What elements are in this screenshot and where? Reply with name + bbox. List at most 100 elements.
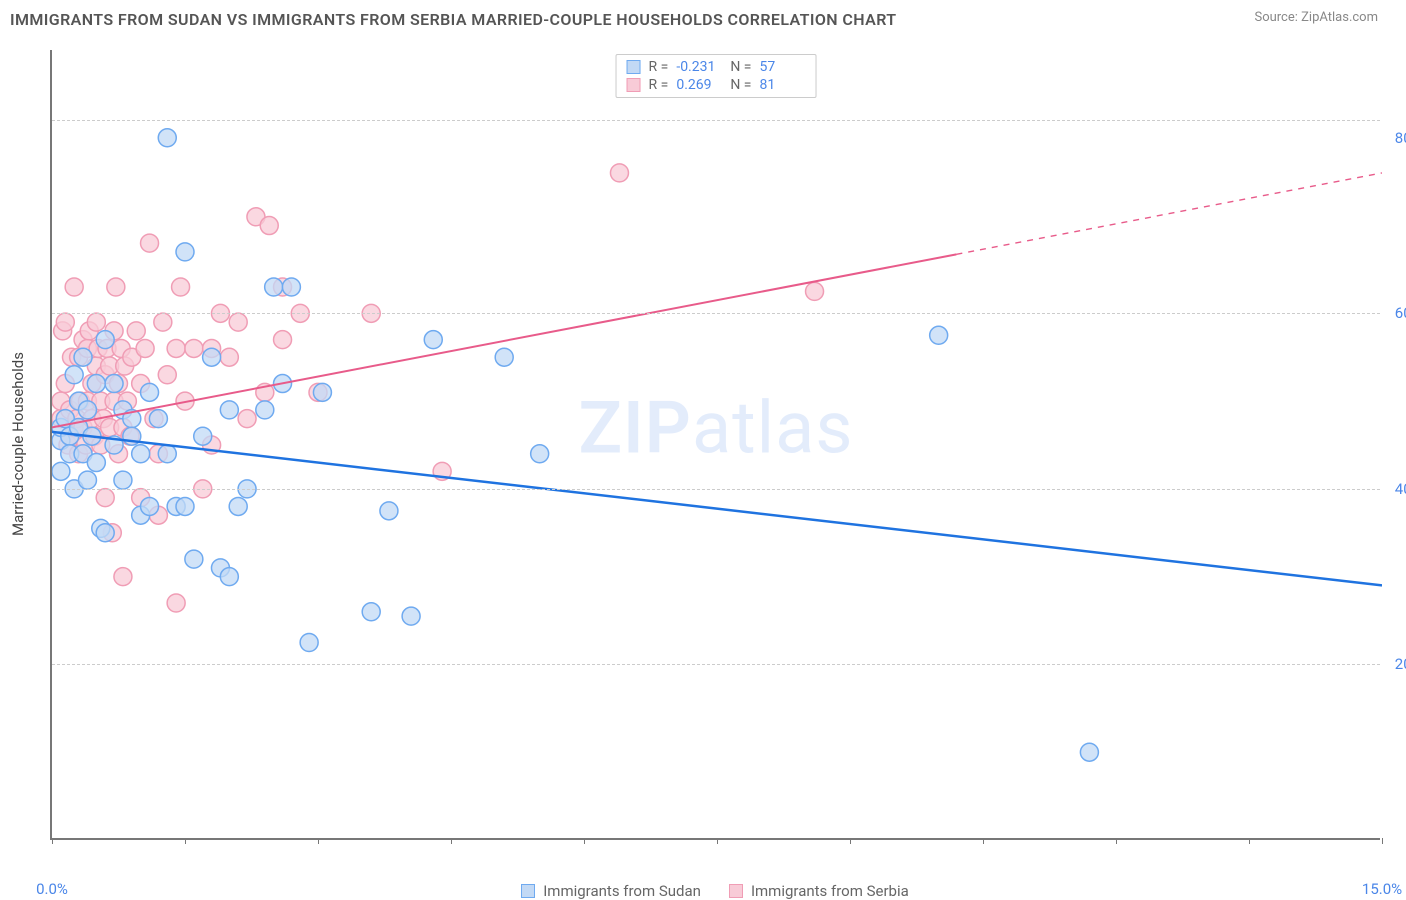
x-tick-mark [584,838,585,844]
swatch-serbia [729,884,743,898]
data-point [495,348,513,366]
legend-item-serbia: Immigrants from Serbia [729,882,909,900]
legend-label-sudan: Immigrants from Sudan [543,882,701,900]
data-point [123,427,141,445]
data-point [112,339,130,357]
data-point [87,375,105,393]
gridline-h [52,664,1380,665]
data-point [65,278,83,296]
data-point [74,445,92,463]
data-point [274,375,292,393]
data-point [300,634,318,652]
data-point [167,497,185,515]
data-point [132,489,150,507]
data-point [185,550,203,568]
data-point [56,410,74,428]
data-point [89,339,107,357]
sudan-r-value: -0.231 [676,59,722,75]
data-point [203,348,221,366]
swatch-serbia [627,78,641,92]
data-point [203,436,221,454]
data-point [123,410,141,428]
data-point [105,375,123,393]
gridline-h [52,120,1380,121]
scatter-points-layer [52,50,1382,840]
data-point [116,357,134,375]
data-point [96,489,114,507]
data-point [92,436,110,454]
data-point [114,568,132,586]
data-point [70,348,88,366]
data-point [158,129,176,147]
data-point [118,392,136,410]
data-point [154,313,172,331]
data-point [87,357,105,375]
data-point [96,366,114,384]
data-point [74,348,92,366]
swatch-sudan [627,60,641,74]
data-point [61,427,79,445]
data-point [167,594,185,612]
x-tick-mark [52,838,53,844]
data-point [54,322,72,340]
data-point [141,497,159,515]
n-label: N = [730,59,751,75]
data-point [402,607,420,625]
data-point [930,326,948,344]
y-tick-label: 60.0% [1395,304,1406,322]
data-point [260,217,278,235]
data-point [56,375,74,393]
data-point [68,410,86,428]
data-point [83,375,101,393]
data-point [274,331,292,349]
data-point [77,436,95,454]
data-point [103,524,121,542]
y-tick-label: 20.0% [1395,655,1406,673]
trendline-solid [52,432,1382,586]
x-tick-mark [983,838,984,844]
data-point [229,497,247,515]
data-point [247,208,265,226]
x-tick-mark [1249,838,1250,844]
data-point [96,524,114,542]
sudan-n-value: 57 [759,59,805,75]
data-point [194,427,212,445]
data-point [107,278,125,296]
n-label: N = [730,77,751,93]
data-point [65,366,83,384]
data-point [309,383,327,401]
y-axis-title: Married-couple Households [9,352,27,536]
data-point [70,392,88,410]
y-tick-label: 80.0% [1395,129,1406,147]
data-point [52,432,70,450]
data-point [185,339,203,357]
data-point [61,445,79,463]
data-point [1080,743,1098,761]
data-point [220,401,238,419]
data-point [70,445,88,463]
data-point [220,568,238,586]
data-point [211,559,229,577]
plot-area: ZIPatlas R = -0.231 N = 57 R = 0.269 N =… [50,50,1380,840]
data-point [86,427,104,445]
data-point [127,322,145,340]
data-point [59,436,77,454]
y-tick-label: 40.0% [1395,480,1406,498]
data-point [362,603,380,621]
data-point [71,392,89,410]
chart-title: IMMIGRANTS FROM SUDAN VS IMMIGRANTS FROM… [10,10,897,29]
x-tick-mark [318,838,319,844]
data-point [98,339,116,357]
data-point [176,497,194,515]
series-legend: Immigrants from Sudan Immigrants from Se… [50,882,1380,900]
legend-item-sudan: Immigrants from Sudan [521,882,701,900]
source-credit: Source: ZipAtlas.com [1254,10,1378,25]
data-point [114,418,132,436]
data-point [610,164,628,182]
trendline-dashed [956,173,1382,254]
scatter-chart: ZIPatlas R = -0.231 N = 57 R = 0.269 N =… [50,50,1380,840]
data-point [256,401,274,419]
data-point [87,313,105,331]
data-point [123,348,141,366]
data-point [238,410,256,428]
